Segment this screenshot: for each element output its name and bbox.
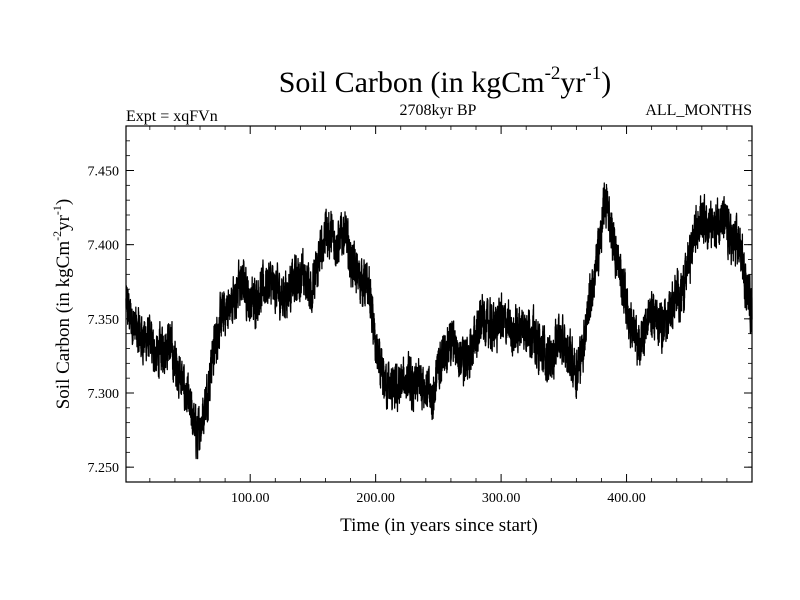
y-axis-label: Soil Carbon (in kgCm-2yr-1): [50, 199, 74, 410]
x-tick-label: 100.00: [231, 491, 270, 506]
y-tick-label: 7.250: [88, 461, 120, 476]
y-tick-label: 7.350: [88, 313, 120, 328]
experiment-label: Expt = xqFVn: [126, 108, 218, 125]
period-label: 2708kyr BP: [400, 102, 477, 119]
y-tick-label: 7.300: [88, 387, 120, 402]
y-tick-label: 7.400: [88, 239, 120, 254]
months-label: ALL_MONTHS: [645, 102, 752, 119]
x-tick-label: 200.00: [356, 491, 395, 506]
y-axis: 7.250 7.300 7.350 7.400 7.450: [88, 125, 752, 483]
x-axis-label: Time (in years since start): [340, 515, 538, 536]
chart-title: Soil Carbon (in kgCm-2yr-1): [279, 63, 612, 99]
x-tick-label: 300.00: [482, 491, 521, 506]
y-tick-label: 7.450: [88, 165, 120, 180]
x-axis: 100.00 200.00 300.00 400.00: [149, 126, 728, 506]
x-tick-label: 400.00: [607, 491, 646, 506]
soil-carbon-series-line: [125, 182, 753, 460]
